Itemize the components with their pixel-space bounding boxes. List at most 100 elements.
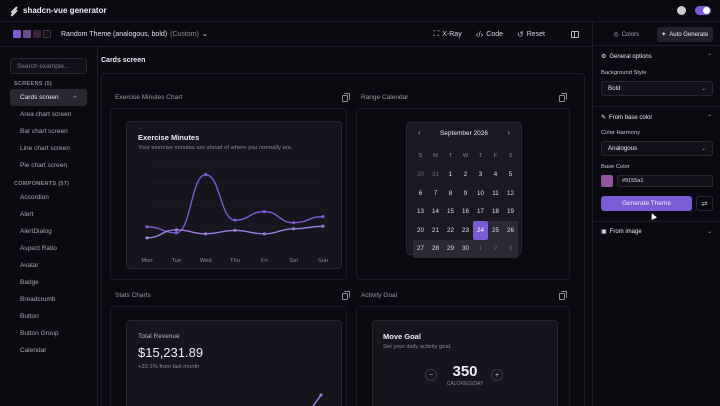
x-tick-label: Wed xyxy=(200,258,212,264)
calendar-day[interactable]: 23 xyxy=(462,226,469,234)
base-color-swatch[interactable] xyxy=(601,175,613,187)
calendar-day[interactable]: 10 xyxy=(477,189,484,197)
bg-style-select[interactable]: Bold ⌄ xyxy=(601,81,713,96)
preview-frame xyxy=(101,73,585,406)
panel-tabs: ◎ Colors ✦ Auto Generate xyxy=(598,27,713,42)
sidebar-item-pie-chart[interactable]: Pie chart screen xyxy=(20,162,67,169)
sidebar-item-alert[interactable]: Alert xyxy=(20,211,34,218)
xray-button[interactable]: ⛶ X-Ray xyxy=(434,29,462,39)
calendar-day[interactable]: 9 xyxy=(463,189,468,197)
calendar-day[interactable]: 27 xyxy=(413,239,428,258)
calendar-day[interactable]: 1 xyxy=(473,239,488,258)
calendar-day[interactable]: 1 xyxy=(448,171,453,179)
calendar-day[interactable]: 17 xyxy=(477,208,484,216)
tab-auto-generate[interactable]: ✦ Auto Generate xyxy=(656,27,713,42)
sidebar-item-alertdialog[interactable]: AlertDialog xyxy=(20,228,52,235)
dark-mode-toggle[interactable] xyxy=(695,6,711,15)
chevron-left-icon[interactable]: ‹ xyxy=(418,128,421,137)
goal-unit: CALORIES/DAY xyxy=(446,381,484,387)
copy-icon[interactable] xyxy=(342,93,350,102)
increase-button[interactable]: + xyxy=(491,369,503,381)
calendar-day[interactable]: 5 xyxy=(508,171,513,179)
base-color-header[interactable]: ✎ From base color xyxy=(601,114,652,122)
code-button[interactable]: ‹/› Code xyxy=(476,30,503,39)
sidebar-item-calendar[interactable]: Calendar xyxy=(20,347,47,354)
chevron-up-icon[interactable]: ⌃ xyxy=(706,115,712,121)
data-point xyxy=(292,221,296,225)
chevron-up-icon[interactable]: ⌃ xyxy=(706,54,712,60)
general-options-header[interactable]: ⚙ General options xyxy=(601,53,652,61)
calendar-day[interactable]: 12 xyxy=(507,189,514,197)
calendar-day[interactable]: 26 xyxy=(503,221,518,240)
search-input[interactable]: Search example... xyxy=(10,58,87,74)
calendar-day[interactable]: 30 xyxy=(458,239,473,258)
app-logo[interactable]: shadcn-vue generator xyxy=(9,6,107,15)
github-icon[interactable] xyxy=(677,6,686,15)
weekday-label: T xyxy=(448,153,453,160)
range-calendar: ‹ September 2026 › S M T W T F S 30 31 1 2 3 4 5 6 7 8 9 1… xyxy=(406,122,522,258)
main-content: Cards screen Exercise Minutes Chart Exer… xyxy=(98,47,592,406)
sidebar-item-breadcrumb[interactable]: Breadcrumb xyxy=(20,296,56,303)
calendar-day[interactable]: 28 xyxy=(428,239,443,258)
plus-icon: + xyxy=(494,371,500,379)
sidebar-item-avatar[interactable]: Avatar xyxy=(20,262,39,269)
calendar-day[interactable]: 24 xyxy=(473,221,488,240)
calendar-day[interactable]: 21 xyxy=(432,226,439,234)
theme-select[interactable]: Random Theme (analogous, bold) (Custom) … xyxy=(61,30,208,39)
copy-icon[interactable] xyxy=(559,291,567,300)
calendar-day[interactable]: 14 xyxy=(432,208,439,216)
calendar-day[interactable]: 19 xyxy=(507,208,514,216)
chevron-down-icon[interactable]: ⌄ xyxy=(706,229,712,235)
calendar-day[interactable]: 2 xyxy=(488,239,503,258)
sidebar-item-bar-chart[interactable]: Bar chart screen xyxy=(20,128,68,135)
calendar-day[interactable]: 20 xyxy=(417,226,424,234)
sidebar-item-area-chart[interactable]: Area chart screen xyxy=(20,111,72,118)
calendar-day[interactable]: 4 xyxy=(493,171,498,179)
calendar-day[interactable]: 25 xyxy=(488,221,503,240)
generate-theme-button[interactable]: Generate Theme xyxy=(601,196,692,211)
calendar-day[interactable]: 6 xyxy=(418,189,423,197)
calendar-day[interactable]: 22 xyxy=(447,226,454,234)
revenue-value: $15,231.89 xyxy=(138,345,204,360)
calendar-day[interactable]: 16 xyxy=(462,208,469,216)
calendar-day[interactable]: 3 xyxy=(478,171,483,179)
sidebar-item-line-chart[interactable]: Line chart screen xyxy=(20,145,70,152)
settings-icon: ⚙ xyxy=(601,54,607,60)
goal-value: 350 xyxy=(452,363,478,380)
tab-colors[interactable]: ◎ Colors xyxy=(598,27,655,42)
sidebar-item-cards-screen[interactable]: Cards screen + xyxy=(10,89,87,106)
decrease-button[interactable]: − xyxy=(425,369,437,381)
toggle-panel-icon[interactable] xyxy=(571,30,579,38)
general-options-title: General options xyxy=(609,53,652,60)
wand-icon: ✦ xyxy=(661,32,667,38)
divider xyxy=(593,106,720,107)
reset-button[interactable]: ↺ Reset xyxy=(517,30,545,39)
calendar-day[interactable]: 31 xyxy=(432,171,439,179)
base-color-input[interactable]: #9155a1 xyxy=(617,175,713,187)
sidebar-item-button[interactable]: Button xyxy=(20,313,39,320)
copy-icon[interactable] xyxy=(342,291,350,300)
calendar-day[interactable]: 29 xyxy=(443,239,458,258)
data-point xyxy=(204,173,208,177)
calendar-day[interactable]: 7 xyxy=(433,189,438,197)
calendar-day[interactable]: 15 xyxy=(447,208,454,216)
reset-icon: ↺ xyxy=(517,29,524,39)
calendar-day[interactable]: 2 xyxy=(463,171,468,179)
sidebar-item-button-group[interactable]: Button Group xyxy=(20,330,59,337)
sidebar-item-aspect-ratio[interactable]: Aspect Ratio xyxy=(20,245,57,252)
from-image-header[interactable]: ▣ From image xyxy=(601,228,642,236)
calendar-day[interactable]: 30 xyxy=(417,171,424,179)
calendar-day[interactable]: 11 xyxy=(492,189,499,197)
sidebar-item-badge[interactable]: Badge xyxy=(20,279,39,286)
calendar-day[interactable]: 3 xyxy=(503,239,518,258)
chevron-right-icon[interactable]: › xyxy=(507,128,510,137)
calendar-day[interactable]: 18 xyxy=(492,208,499,216)
weekday-label: F xyxy=(493,153,498,160)
shuffle-button[interactable]: ⇄ xyxy=(696,196,713,211)
calendar-day[interactable]: 8 xyxy=(448,189,453,197)
sidebar-item-accordion[interactable]: Accordion xyxy=(20,194,49,201)
harmony-select[interactable]: Analogous ⌄ xyxy=(601,141,713,156)
theme-swatch xyxy=(13,30,21,38)
copy-icon[interactable] xyxy=(559,93,567,102)
calendar-day[interactable]: 13 xyxy=(417,208,424,216)
